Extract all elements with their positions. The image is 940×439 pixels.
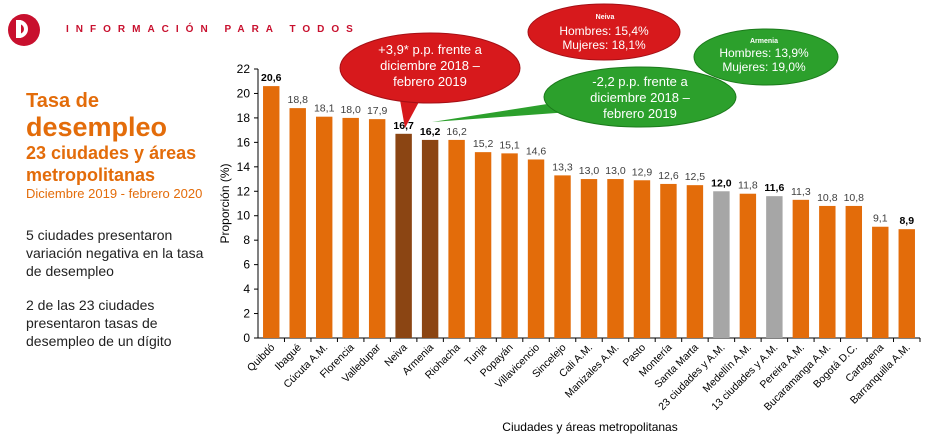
armenia-callout-pointer [432, 102, 570, 122]
bar [872, 226, 889, 338]
title-line-3: 23 ciudades y áreas metropolitanas [26, 143, 197, 185]
title-period: Diciembre 2019 - febrero 2020 [26, 186, 203, 201]
data-label: 17,9 [367, 105, 388, 117]
neiva-callout-title: Neiva [595, 14, 615, 21]
neiva-change-text: +3,9* p.p. frente a diciembre 2018 – feb… [378, 42, 482, 89]
title-line-2: desempleo [26, 112, 168, 142]
neiva-change-bubble [339, 32, 521, 104]
y-axis-label: Proporción (%) [218, 163, 232, 243]
bar [686, 185, 704, 338]
y-tick-label: 6 [243, 258, 250, 272]
armenia-women-rate: Mujeres: 19,0% [722, 60, 806, 74]
data-label: 18,8 [288, 94, 309, 106]
neiva-women-rate: Mujeres: 18,1% [562, 38, 646, 52]
neiva-detail-bubble [527, 3, 681, 61]
bar [607, 179, 624, 338]
note-negative-variation: 5 ciudades presentaron variación negativ… [26, 227, 204, 279]
data-label: 16,2 [420, 126, 441, 138]
data-label: 9,1 [873, 213, 888, 225]
bar [898, 229, 915, 338]
data-label: 12,0 [711, 177, 732, 189]
data-label: 10,8 [817, 192, 838, 204]
data-label: 11,3 [791, 186, 811, 198]
chart-bars [263, 86, 915, 338]
data-label: 12,9 [632, 166, 653, 178]
bar [263, 86, 280, 338]
y-tick-label: 14 [237, 160, 251, 174]
bar [448, 139, 465, 338]
data-label: 14,6 [526, 145, 547, 157]
data-label: 12,6 [658, 170, 679, 182]
bar [474, 152, 492, 338]
y-tick-label: 20 [237, 86, 251, 100]
data-label: 16,7 [393, 120, 414, 132]
armenia-change-bubble [543, 66, 737, 128]
brand-tagline: INFORMACIÓN PARA TODOS [66, 24, 360, 35]
neiva-callout-pointer [400, 100, 420, 128]
data-label: 18,0 [340, 104, 361, 116]
y-tick-label: 16 [237, 135, 251, 149]
neiva-men-rate: Hombres: 15,4% [559, 24, 649, 38]
y-tick-label: 8 [243, 233, 250, 247]
armenia-change-text: -2,2 p.p. frente a diciembre 2018 – febr… [590, 74, 690, 121]
y-tick-label: 12 [237, 184, 251, 198]
bar [368, 119, 386, 338]
data-label: 13,3 [552, 161, 573, 173]
armenia-detail-bubble [693, 28, 839, 86]
y-tick-label: 22 [237, 62, 251, 76]
data-label: 13,0 [605, 165, 626, 177]
bar [660, 183, 677, 338]
data-label: 13,0 [579, 165, 600, 177]
title-line-1: Tasa de [26, 90, 99, 112]
data-label: 12,5 [685, 171, 706, 183]
bar [766, 196, 783, 338]
bar [580, 179, 598, 338]
bar [713, 191, 730, 338]
data-label: 10,8 [844, 192, 865, 204]
data-label: 11,6 [764, 182, 784, 194]
bar [554, 175, 571, 338]
y-tick-label: 4 [243, 282, 250, 296]
bar [527, 159, 545, 338]
bar [739, 193, 757, 338]
bar [633, 180, 651, 338]
note-single-digit: 2 de las 23 ciudades presentaron tasas d… [26, 297, 172, 349]
neiva-callout [339, 3, 681, 128]
bar [342, 117, 359, 338]
x-tick-label: Quibdó [245, 342, 278, 375]
armenia-men-rate: Hombres: 13,9% [719, 46, 809, 60]
bar [315, 116, 333, 338]
logo-letter-icon [16, 20, 28, 38]
bar [421, 139, 439, 338]
data-label: 15,2 [473, 138, 494, 150]
bar [395, 133, 412, 338]
y-tick-label: 2 [243, 307, 250, 321]
data-label: 18,1 [314, 103, 335, 115]
y-tick-label: 18 [237, 111, 251, 125]
data-label: 15,1 [499, 139, 520, 151]
armenia-callout [432, 28, 839, 128]
bar [501, 153, 518, 338]
bar [289, 108, 306, 338]
chart-axes: 0 2 4 6 8 10 12 14 16 18 20 22 Proporción (%) [218, 62, 921, 345]
x-axis-label: Ciudades y áreas metropolitanas [502, 420, 678, 434]
y-tick-label: 10 [237, 209, 251, 223]
data-label: 20,6 [261, 72, 282, 84]
bar [819, 205, 836, 338]
y-tick-label: 0 [243, 331, 250, 345]
data-label: 8,9 [899, 215, 914, 227]
bar [845, 205, 863, 338]
armenia-callout-title: Armenia [749, 38, 778, 45]
bar [792, 199, 810, 338]
data-label: 16,2 [446, 126, 467, 138]
data-label: 11,8 [738, 180, 758, 192]
